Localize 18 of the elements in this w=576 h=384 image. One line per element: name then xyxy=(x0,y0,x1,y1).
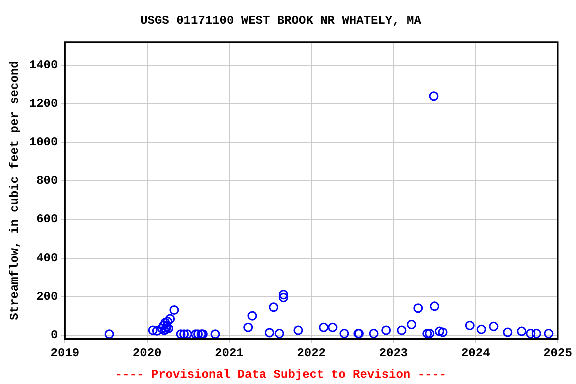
y-axis-title: Streamflow, in cubic feet per second xyxy=(8,61,22,320)
x-tick-label: 2025 xyxy=(544,346,572,360)
y-tick-label: 1400 xyxy=(29,58,58,73)
y-tick-label: 0 xyxy=(51,328,58,342)
y-tick-label: 200 xyxy=(36,290,58,304)
y-tick-label: 600 xyxy=(36,212,58,227)
y-tick-label: 800 xyxy=(36,174,58,188)
x-tick-label: 2019 xyxy=(50,346,80,360)
y-tick-label: 1200 xyxy=(29,97,58,112)
chart-title: USGS 01171100 WEST BROOK NR WHATELY, MA xyxy=(140,14,422,28)
x-tick-label: 2021 xyxy=(215,346,244,360)
y-tick-label: 400 xyxy=(36,251,58,266)
x-tick-label: 2024 xyxy=(461,346,490,360)
x-tick-label: 2020 xyxy=(132,346,162,360)
x-tick-label: 2022 xyxy=(297,346,326,360)
text: ---- Provisional Data Subject to Revision ---- xyxy=(115,368,447,382)
x-tick-label: 2023 xyxy=(379,346,408,360)
y-tick-label: 1000 xyxy=(29,136,58,150)
